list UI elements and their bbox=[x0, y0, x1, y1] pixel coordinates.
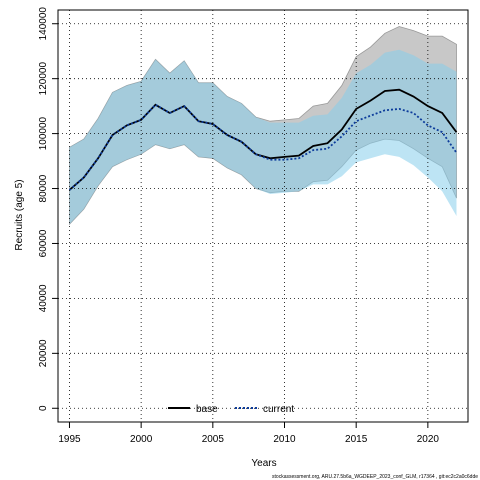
x-axis-label: Years bbox=[251, 458, 276, 469]
x-tick-label-2020: 2020 bbox=[417, 434, 440, 445]
series-line-base bbox=[68, 88, 458, 191]
footnote: stockassessment.org, ARU.27.5b6a_WGDEEP_… bbox=[272, 474, 478, 480]
y-tick-label-20000: 20000 bbox=[38, 339, 49, 367]
y-tick-label-40000: 40000 bbox=[38, 284, 49, 312]
x-tick-label-2000: 2000 bbox=[130, 434, 153, 445]
y-tick-label-140000: 140000 bbox=[38, 7, 49, 41]
x-tick-label-2005: 2005 bbox=[202, 434, 225, 445]
band-current bbox=[69, 49, 457, 225]
legend: base current bbox=[168, 404, 294, 415]
legend-label-base: base bbox=[196, 404, 218, 415]
y-tick-label-60000: 60000 bbox=[38, 229, 49, 257]
legend-label-current: current bbox=[263, 404, 294, 415]
axes: 1995 2000 2005 2010 2015 2020 0 20000 40000 60000… bbox=[38, 7, 469, 445]
plot-area bbox=[68, 26, 458, 226]
series-line-current bbox=[68, 103, 458, 191]
x-tick-label-1995: 1995 bbox=[58, 434, 81, 445]
x-tick-label-2010: 2010 bbox=[273, 434, 296, 445]
plot-frame bbox=[57, 9, 469, 423]
y-axis-label: Recruits (age 5) bbox=[14, 179, 25, 250]
x-tick-label-2015: 2015 bbox=[345, 434, 368, 445]
y-tick-label-120000: 120000 bbox=[38, 62, 49, 96]
y-tick-label-0: 0 bbox=[38, 405, 49, 411]
y-tick-label-100000: 100000 bbox=[38, 116, 49, 150]
y-tick-label-80000: 80000 bbox=[38, 174, 49, 202]
